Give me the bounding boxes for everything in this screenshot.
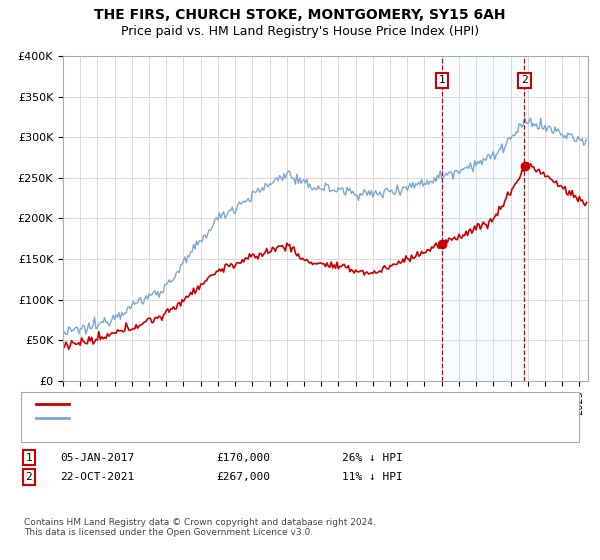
Text: 1: 1 bbox=[439, 76, 446, 85]
Text: THE FIRS, CHURCH STOKE, MONTGOMERY, SY15 6AH: THE FIRS, CHURCH STOKE, MONTGOMERY, SY15… bbox=[94, 8, 506, 22]
Text: 1: 1 bbox=[25, 452, 32, 463]
Text: 2: 2 bbox=[521, 76, 528, 85]
Text: 05-JAN-2017: 05-JAN-2017 bbox=[60, 452, 134, 463]
Text: 11% ↓ HPI: 11% ↓ HPI bbox=[342, 472, 403, 482]
Bar bbox=[442, 56, 524, 381]
Text: THE FIRS, CHURCH STOKE, MONTGOMERY, SY15 6AH (detached house): THE FIRS, CHURCH STOKE, MONTGOMERY, SY15… bbox=[72, 399, 442, 409]
Text: 22-OCT-2021: 22-OCT-2021 bbox=[60, 472, 134, 482]
Text: 2: 2 bbox=[25, 472, 32, 482]
Text: HPI: Average price, detached house, Powys: HPI: Average price, detached house, Powy… bbox=[72, 413, 297, 423]
Text: £267,000: £267,000 bbox=[216, 472, 270, 482]
Text: 26% ↓ HPI: 26% ↓ HPI bbox=[342, 452, 403, 463]
Text: Price paid vs. HM Land Registry's House Price Index (HPI): Price paid vs. HM Land Registry's House … bbox=[121, 25, 479, 38]
Text: Contains HM Land Registry data © Crown copyright and database right 2024.
This d: Contains HM Land Registry data © Crown c… bbox=[24, 518, 376, 538]
Text: £170,000: £170,000 bbox=[216, 452, 270, 463]
